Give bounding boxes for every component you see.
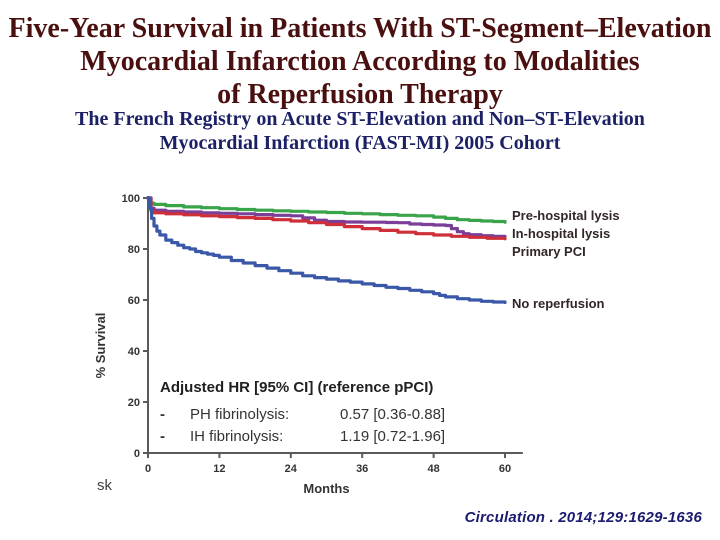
svg-text:48: 48: [427, 463, 439, 475]
slide-subtitle-line-1: The French Registry on Acute ST-Elevatio…: [75, 108, 645, 130]
curve-label-no-reperfusion: No reperfusion: [512, 296, 605, 311]
svg-text:0: 0: [145, 463, 151, 475]
curve-label-in-hospital-lysis: In-hospital lysis: [512, 226, 611, 241]
annotation-value: 1.19 [0.72-1.96]: [340, 428, 446, 445]
slide-title-line-3: of Reperfusion Therapy: [217, 79, 503, 111]
svg-text:60: 60: [499, 463, 511, 475]
slide-subtitle-line-2: Myocardial Infarction (FAST-MI) 2005 Coh…: [159, 132, 561, 155]
slide-title-line-1: Five-Year Survival in Patients With ST-S…: [8, 13, 712, 44]
survival-chart: 0 20 40 60 80 100 0 12 24 36 48 60 Months% Survival …: [88, 183, 708, 513]
annotation-bullet: -: [160, 428, 165, 445]
annotation-heading: Adjusted HR [95% CI] (reference pPCI): [160, 379, 434, 396]
slide-title-line-2: Myocardial Infarction According to Modal…: [80, 46, 640, 78]
svg-text:100: 100: [122, 193, 140, 205]
svg-text:Months: Months: [303, 481, 349, 496]
svg-text:80: 80: [128, 244, 140, 256]
annotation-row-ph: - PH fibrinolysis: 0.57 [0.36-0.88]: [160, 404, 480, 426]
curve-label-pre-hospital-lysis: Pre-hospital lysis: [512, 208, 620, 223]
svg-text:% Survival: % Survival: [93, 313, 108, 379]
slide-title: Five-Year Survival in Patients With ST-S…: [0, 12, 720, 111]
annotation-bullet: -: [160, 406, 165, 423]
adjusted-hr-annotation: Adjusted HR [95% CI] (reference pPCI) - …: [160, 379, 480, 448]
watermark-text: sk: [97, 477, 112, 494]
svg-text:20: 20: [128, 397, 140, 409]
slide-subtitle: The French Registry on Acute ST-Elevatio…: [0, 107, 720, 156]
svg-text:36: 36: [356, 463, 368, 475]
annotation-label: IH fibrinolysis:: [190, 428, 284, 445]
svg-text:0: 0: [134, 448, 140, 460]
svg-text:60: 60: [128, 295, 140, 307]
svg-text:12: 12: [213, 463, 225, 475]
citation-text: Circulation . 2014;129:1629-1636: [464, 509, 702, 526]
svg-text:40: 40: [128, 346, 140, 358]
survival-chart-svg: 0 20 40 60 80 100 0 12 24 36 48 60 Months % Survival: [93, 193, 523, 496]
curve-label-primary-pci: Primary PCI: [512, 244, 586, 259]
annotation-label: PH fibrinolysis:: [190, 406, 290, 423]
svg-text:24: 24: [285, 463, 298, 475]
annotation-value: 0.57 [0.36-0.88]: [340, 406, 446, 423]
annotation-row-ih: - IH fibrinolysis: 1.19 [0.72-1.96]: [160, 426, 480, 448]
